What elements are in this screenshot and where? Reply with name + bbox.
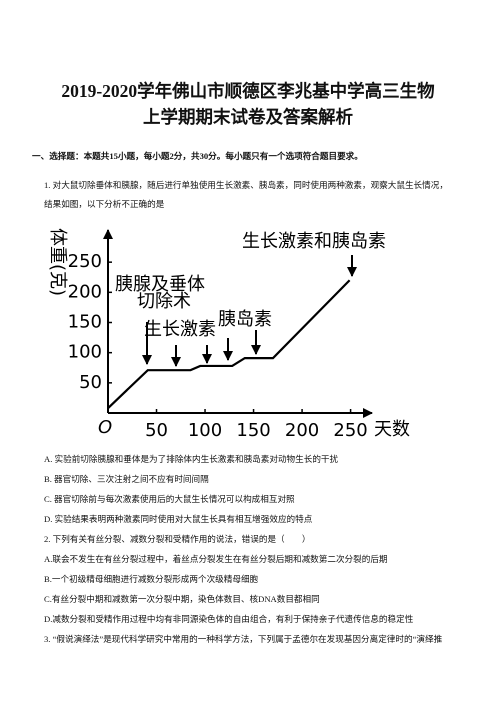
option: D. 实验结果表明两种激素同时使用对大鼠生长具有相互增强效应的特点: [44, 514, 313, 524]
annotation: 胰腺及垂体: [115, 274, 205, 295]
y-axis-label: 体重(克): [47, 228, 68, 296]
annotation: 生长激素: [144, 319, 216, 340]
y-tick-label: 150: [68, 312, 102, 333]
x-tick-label: 50: [145, 420, 168, 441]
option: C. 器官切除前与每次激素使用后的大鼠生长情况可以构成相互对照: [44, 494, 295, 504]
x-axis-label: 天数: [374, 419, 410, 440]
option: B. 器官切除、三次注射之间不应有时间间隔: [44, 474, 209, 484]
title-line: 2019-2020学年佛山市顺德区李兆基中学高三生物: [61, 81, 435, 101]
annotation: 切除术: [137, 291, 191, 312]
data-line: [107, 279, 351, 409]
option: A. 实验前切除胰腺和垂体是为了排除体内生长激素和胰岛素对动物生长的干扰: [44, 454, 339, 464]
option: B.一个初级精母细胞进行减数分裂形成两个次级精母细胞: [44, 574, 259, 584]
y-tick-label: 250: [68, 251, 102, 272]
option: A.联会不发生在有丝分裂过程中，着丝点分裂发生在有丝分裂后期和减数第二次分裂的后…: [44, 554, 388, 564]
origin-label: O: [98, 417, 112, 438]
x-tick-label: 250: [333, 420, 367, 441]
question-stem: 3. “假说演绎法”是现代科学研究中常用的一种科学方法，下列属于孟德尔在发现基因…: [44, 634, 443, 644]
title-line: 上学期期末试卷及答案解析: [143, 107, 353, 127]
x-tick-label: 100: [188, 420, 222, 441]
x-tick-label: 150: [236, 420, 270, 441]
annotation: 生长激素和胰岛素: [242, 231, 386, 252]
section-heading: 一、选择题：本题共15小题，每小题2分，共30分。每小题只有一个选项符合题目要求…: [32, 151, 363, 161]
y-tick-label: 200: [68, 281, 102, 302]
option: D.减数分裂和受精作用过程中均有非同源染色体的自由组合，有利于保持亲子代遗传信息…: [44, 614, 414, 624]
x-tick-label: 200: [285, 420, 319, 441]
y-tick-label: 50: [79, 372, 102, 393]
annotation: 胰岛素: [218, 309, 272, 330]
y-tick-label: 100: [68, 342, 102, 363]
question-stem: 2. 下列有关有丝分裂、减数分裂和受精作用的说法，错误的是（ ）: [44, 534, 311, 544]
annotation-arrows: [142, 255, 357, 367]
option: C.有丝分裂中期和减数第一次分裂中期，染色体数目、核DNA数目都相同: [44, 594, 320, 604]
question-stem: 1. 对大鼠切除垂体和胰腺，随后进行单独使用生长激素、胰岛素，同时使用两种激素，…: [44, 180, 448, 209]
